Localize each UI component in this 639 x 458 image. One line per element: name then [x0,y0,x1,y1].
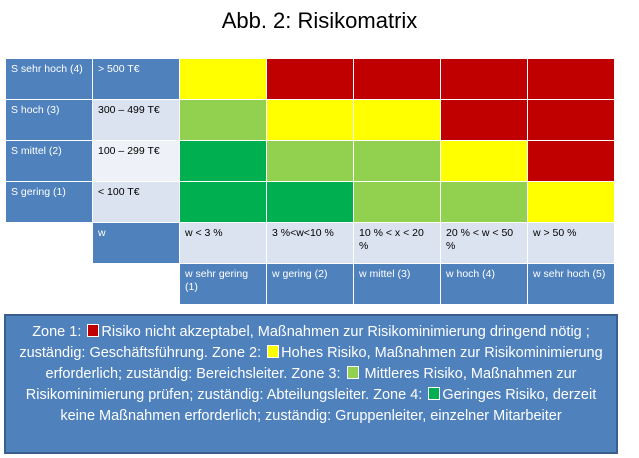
severity-label: S gering (1) [6,182,92,222]
legend-zone4-text: Geringes Risiko, derzeit keine Maßnahmen… [60,387,597,424]
severity-label: S sehr hoch (4) [6,59,92,99]
legend-zone1-prefix: Zone 1: [32,324,86,340]
damage-value: 100 – 299 T€ [93,141,179,181]
legend-zone1-text: Risiko nicht akzeptabel, Maßnahmen zur R… [19,324,590,361]
matrix-cell [267,182,353,222]
legend-zone2-text: Hohes Risiko, Maßnahmen zur Risikominimi… [45,345,603,382]
severity-label: S hoch (3) [6,100,92,140]
empty-cell [93,264,179,304]
damage-value: 300 – 499 T€ [93,100,179,140]
matrix-cell [267,100,353,140]
matrix-cell [354,100,440,140]
probability-class: w mittel (3) [354,264,440,304]
probability-class: w sehr gering (1) [180,264,266,304]
probability-class: w hoch (4) [441,264,527,304]
matrix-cell [528,59,614,99]
zone-legend: Zone 1: Risiko nicht akzeptabel, Maßnahm… [4,314,618,454]
legend-zone3-text: Mittleres Risiko, Maßnahmen zur Risikomi… [25,366,577,403]
matrix-cell [441,59,527,99]
damage-value: > 500 T€ [93,59,179,99]
page-title: Abb. 2: Risikomatrix [221,8,418,33]
red-swatch-icon [87,324,100,337]
probability-range: 10 % < x < 20 % [354,223,440,263]
probability-label: w [93,223,179,263]
damage-value: < 100 T€ [93,182,179,222]
green-swatch-icon [428,387,441,400]
matrix-cell [528,182,614,222]
matrix-cell [180,182,266,222]
matrix-cell [180,59,266,99]
severity-label: S mittel (2) [6,141,92,181]
yellow-swatch-icon [267,345,280,358]
matrix-cell [180,141,266,181]
matrix-cell [267,141,353,181]
matrix-cell [441,141,527,181]
empty-cell [6,223,92,263]
matrix-cell [441,182,527,222]
light-green-swatch-icon [346,366,359,379]
probability-class: w gering (2) [267,264,353,304]
matrix-cell [354,59,440,99]
matrix-cell [354,182,440,222]
matrix-cell [180,100,266,140]
risk-matrix: S sehr hoch (4) > 500 T€ S hoch (3) 300 … [6,59,614,304]
matrix-cell [441,100,527,140]
matrix-cell [528,100,614,140]
matrix-cell [267,59,353,99]
empty-cell [6,264,92,304]
probability-range: 3 %<w<10 % [267,223,353,263]
probability-range: w > 50 % [528,223,614,263]
probability-range: 20 % < w < 50 % [441,223,527,263]
probability-class: w sehr hoch (5) [528,264,614,304]
probability-range: w < 3 % [180,223,266,263]
matrix-cell [354,141,440,181]
matrix-cell [528,141,614,181]
